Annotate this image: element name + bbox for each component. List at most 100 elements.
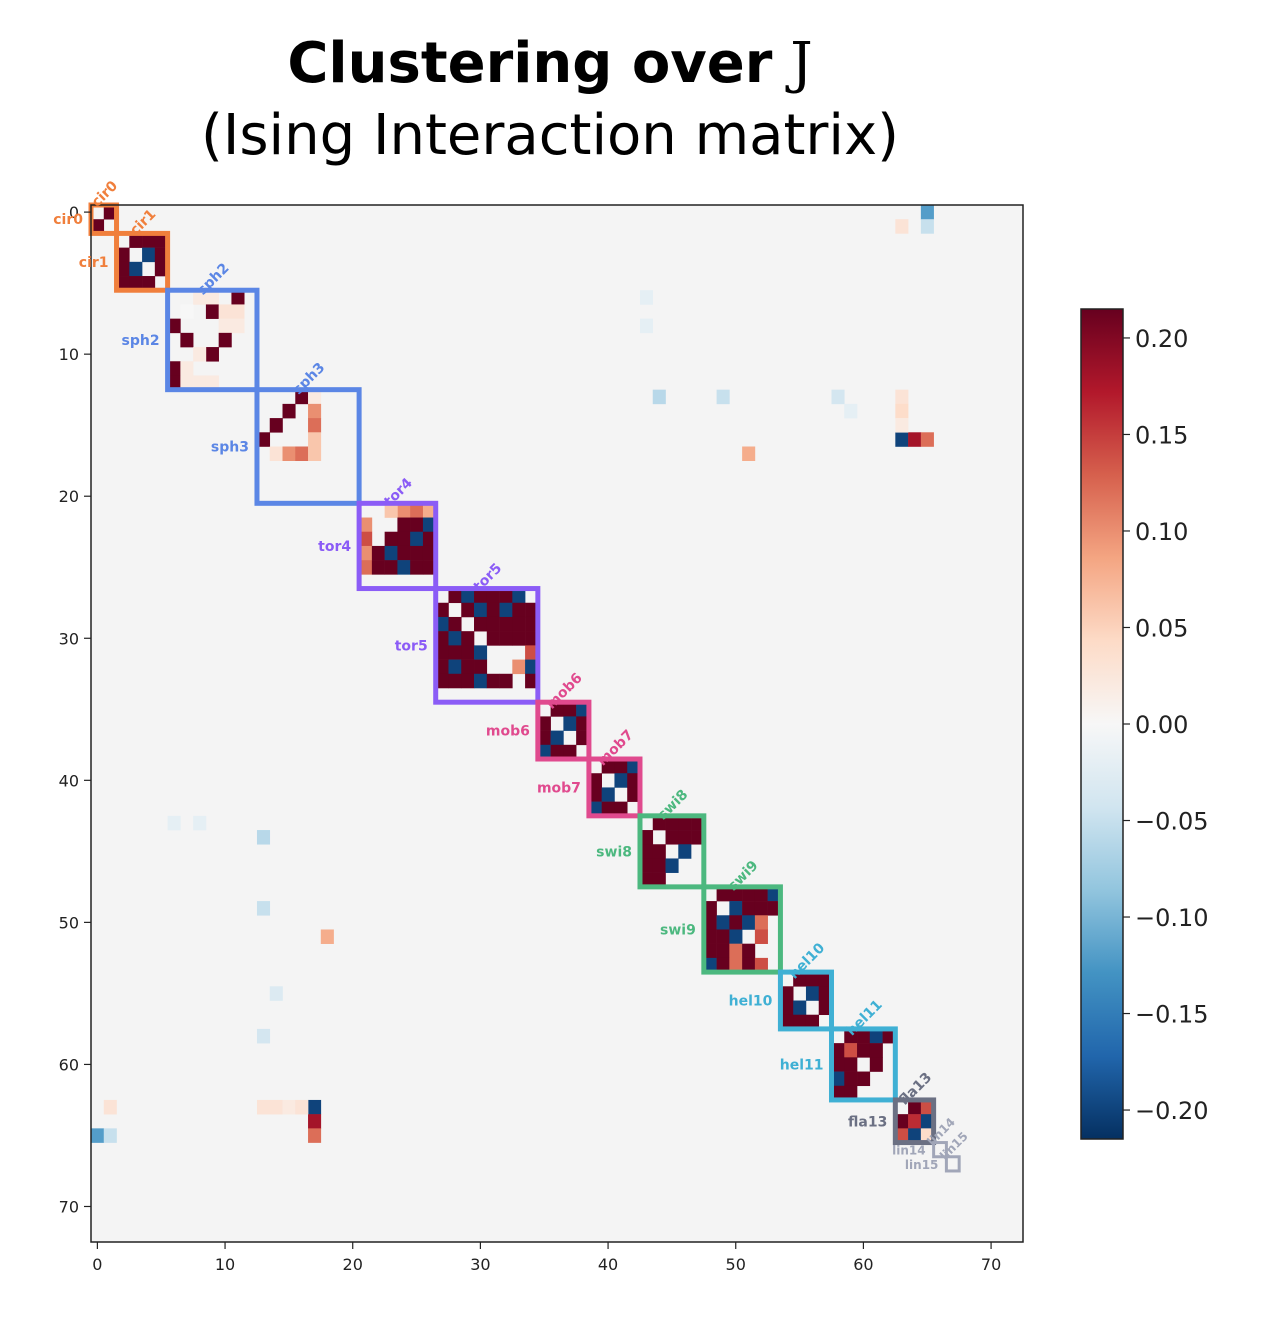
heatmap-cell [920, 1128, 934, 1143]
heatmap-cell [269, 418, 283, 433]
cluster-label-left: hel10 [729, 994, 773, 1010]
heatmap-cell [920, 219, 934, 234]
heatmap-cell [767, 901, 781, 916]
colorbar-ticks: 0.20 0.15 0.10 0.05 0.00 −0.05 −0.10 −0.15 −0.20 [1123, 325, 1209, 1125]
heatmap-cell [563, 744, 577, 760]
heatmap-cell [639, 290, 654, 305]
heatmap-cell [499, 588, 513, 604]
heatmap-cell [448, 616, 462, 632]
heatmap-cell [703, 929, 717, 944]
heatmap-cell [435, 616, 449, 632]
heatmap-cell [205, 304, 219, 319]
heatmap-cell [384, 545, 398, 561]
heatmap-cell [742, 943, 756, 959]
heatmap-cell [256, 901, 271, 916]
heatmap-cell [295, 1099, 309, 1115]
heatmap-cells [91, 205, 934, 1143]
cluster-label-left: swi9 [660, 922, 696, 938]
heatmap-cell [142, 247, 156, 263]
heatmap-cell [729, 943, 743, 959]
y-tick-label: 0 [69, 203, 79, 222]
heatmap-cell [384, 531, 398, 547]
heatmap-cell [525, 616, 539, 632]
heatmap-cell [908, 1128, 922, 1143]
heatmap-cell [116, 276, 130, 291]
heatmap-cell [435, 602, 449, 618]
heatmap-cell [652, 815, 666, 831]
heatmap-cell [780, 986, 794, 1001]
heatmap-cell [486, 616, 500, 632]
heatmap-cell [474, 602, 488, 618]
heatmap-cell [908, 1099, 922, 1115]
heatmap-cell [793, 1000, 807, 1016]
heatmap-cell [193, 815, 207, 831]
heatmap-cell [205, 290, 219, 305]
heatmap-cell [639, 844, 654, 859]
cluster-box-mob7 [586, 756, 643, 819]
heatmap-cell [461, 673, 475, 689]
heatmap-cell [678, 815, 692, 831]
x-tick-label: 50 [726, 1255, 746, 1274]
cluster-box-tor5 [433, 586, 541, 705]
heatmap-cell [908, 432, 922, 447]
heatmap-cell [793, 972, 807, 987]
heatmap-cell [180, 332, 194, 348]
y-tick-label: 70 [59, 1197, 79, 1216]
heatmap-cell [895, 418, 909, 433]
heatmap-cell [818, 986, 832, 1001]
heatmap-cell [308, 432, 322, 447]
heatmap-cell [167, 375, 181, 390]
heatmap-cell [525, 631, 539, 646]
heatmap-cell [729, 886, 743, 902]
heatmap-cell [218, 318, 232, 334]
heatmap-cell [474, 645, 488, 660]
heatmap-cell [499, 631, 513, 646]
heatmap-cell [754, 886, 768, 902]
heatmap-cell [320, 929, 334, 944]
cluster-box-lin14 [932, 1141, 948, 1159]
cluster-label-left: fla13 [848, 1114, 887, 1130]
heatmap-cell [91, 219, 105, 234]
plot-frame [90, 204, 1024, 1243]
heatmap-cell [716, 389, 730, 405]
heatmap-cell [895, 389, 909, 405]
cluster-box-cir1 [114, 230, 171, 293]
heatmap-cell [703, 915, 717, 930]
heatmap-cell [537, 744, 551, 760]
heatmap-cell [410, 531, 424, 547]
cluster-label-left: cir1 [79, 255, 109, 271]
heatmap-cell [486, 602, 500, 618]
y-tick-label: 50 [59, 913, 79, 932]
heatmap-cell [474, 673, 488, 689]
cluster-label-left: lin14 [892, 1144, 925, 1158]
heatmap-cell [844, 1085, 858, 1101]
heatmap-cell [703, 957, 717, 973]
heatmap-cell [729, 957, 743, 973]
heatmap-cell [895, 403, 909, 419]
heatmap-cell [499, 616, 513, 632]
cluster-label-left: swi8 [596, 844, 632, 860]
heatmap-cell [716, 929, 730, 944]
heatmap-cell [525, 645, 539, 660]
colorbar-tick-label: 0.20 [1135, 325, 1188, 353]
heatmap-cell [729, 901, 743, 916]
heatmap-cell [639, 318, 654, 334]
heatmap-cell [486, 588, 500, 604]
heatmap-cell [269, 1099, 283, 1115]
heatmap-cell [91, 1128, 105, 1143]
heatmap-cell [167, 361, 181, 376]
heatmap-cell [525, 602, 539, 618]
colorbar-tick-label: 0.10 [1135, 518, 1188, 546]
heatmap-cell [448, 645, 462, 660]
cluster-box-fla13 [892, 1097, 937, 1146]
heatmap-cell [793, 1014, 807, 1030]
colorbar [1080, 308, 1124, 1140]
heatmap-cell [920, 1114, 934, 1129]
colorbar-tick-label: −0.20 [1135, 1097, 1209, 1125]
heatmap-cell [742, 886, 756, 902]
cluster-label-left: mob6 [486, 724, 530, 740]
heatmap-cell [282, 403, 296, 419]
heatmap-cell [448, 588, 462, 604]
heatmap-cell [678, 830, 692, 845]
